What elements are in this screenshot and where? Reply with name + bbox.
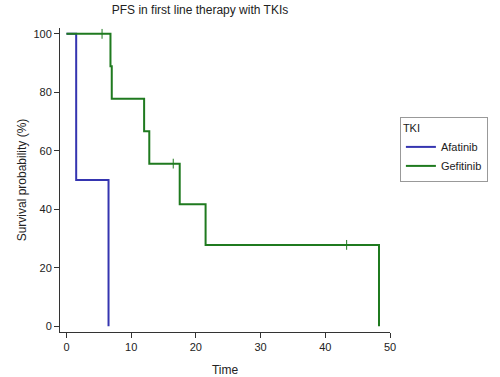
svg-text:TKI: TKI — [403, 122, 420, 134]
svg-text:40: 40 — [40, 203, 52, 215]
svg-text:20: 20 — [40, 262, 52, 274]
svg-text:10: 10 — [125, 341, 137, 353]
svg-text:80: 80 — [40, 86, 52, 98]
svg-text:50: 50 — [384, 341, 396, 353]
svg-text:Survival probability (%): Survival probability (%) — [15, 119, 29, 242]
svg-text:Afatinib: Afatinib — [441, 141, 478, 153]
svg-text:Time: Time — [212, 363, 239, 377]
svg-text:30: 30 — [254, 341, 266, 353]
svg-text:0: 0 — [63, 341, 69, 353]
svg-text:Gefitinib: Gefitinib — [441, 160, 481, 172]
svg-text:20: 20 — [190, 341, 202, 353]
svg-text:100: 100 — [33, 28, 51, 40]
svg-text:60: 60 — [40, 145, 52, 157]
svg-text:PFS in first line therapy with: PFS in first line therapy with TKIs — [112, 3, 289, 17]
svg-text:40: 40 — [319, 341, 331, 353]
svg-text:0: 0 — [46, 320, 52, 332]
